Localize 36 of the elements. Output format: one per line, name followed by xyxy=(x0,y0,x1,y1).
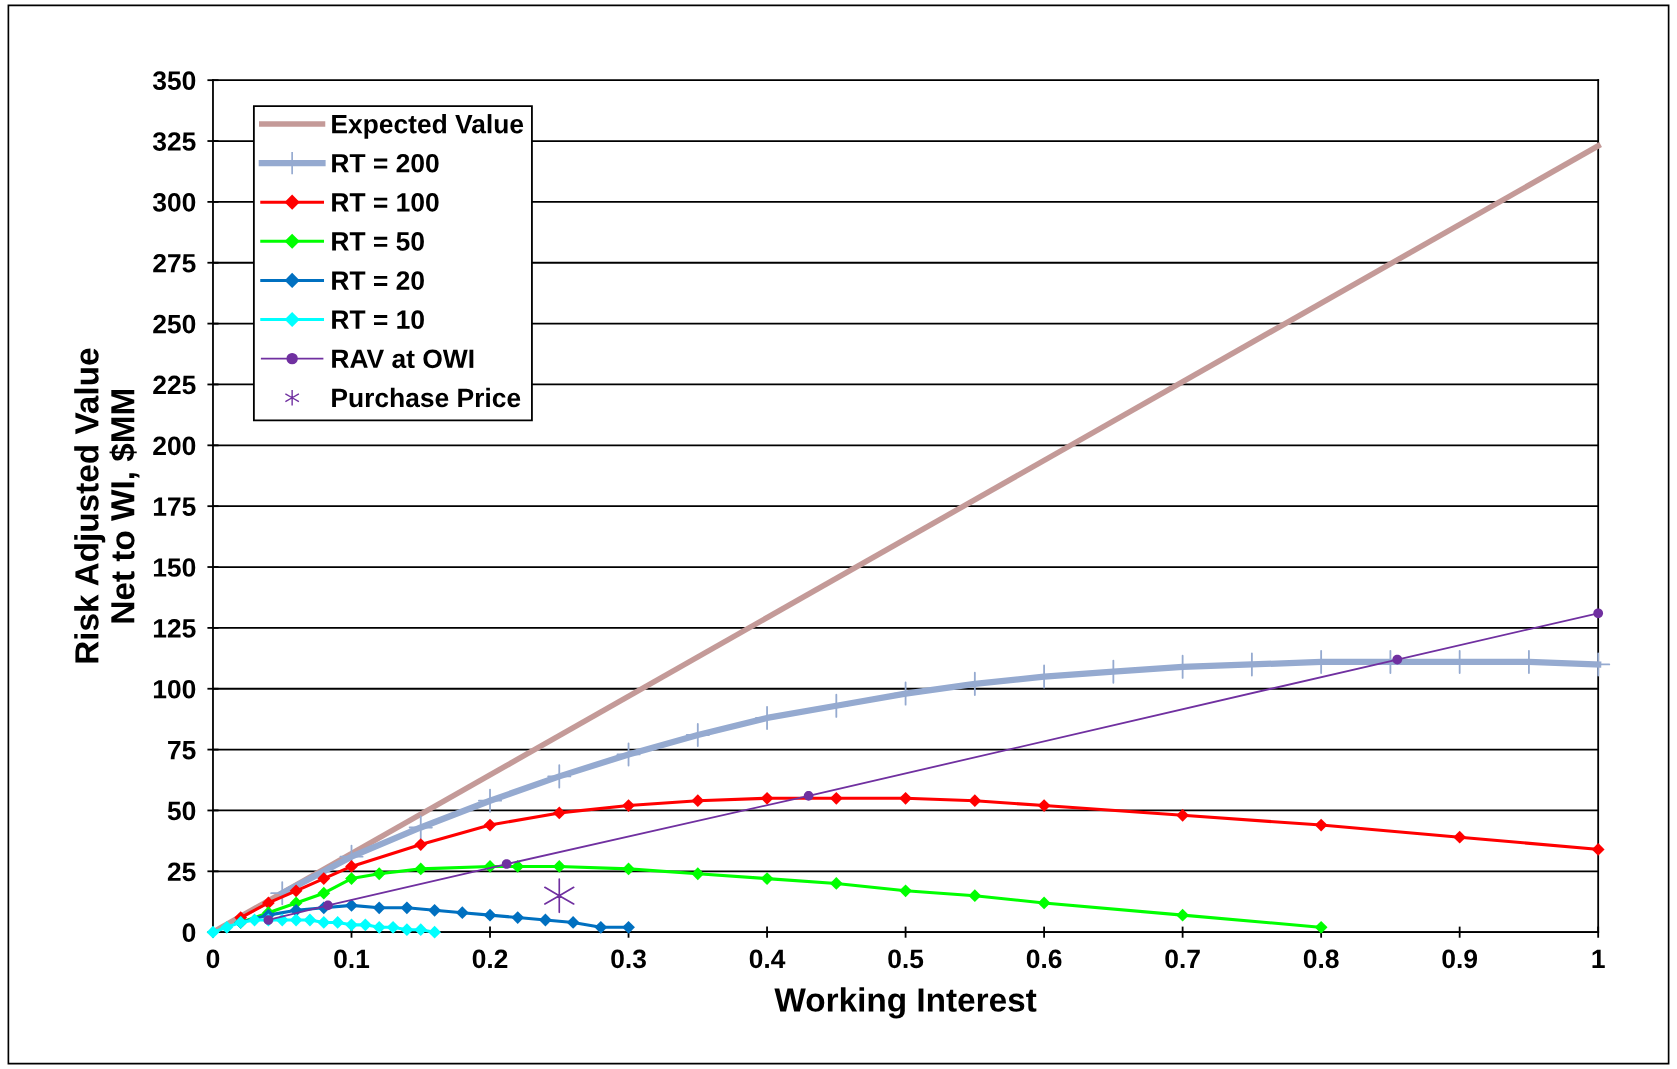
legend-label: Expected Value xyxy=(332,114,524,139)
x-tick-label: 0.3 xyxy=(611,949,646,969)
y-tick-label: 75 xyxy=(168,741,196,760)
x-tick-label: 1 xyxy=(1592,949,1605,968)
y-tick-label: 25 xyxy=(167,862,196,882)
x-axis-title: Working Interest xyxy=(774,987,1037,1019)
y-tick-label: 125 xyxy=(153,619,196,638)
y-axis-title: Risk Adjusted Value Net to WI, $MM xyxy=(74,348,140,663)
y-tick-label: 175 xyxy=(153,497,196,516)
y-tick-label: 200 xyxy=(153,436,196,456)
y-tick-label: 225 xyxy=(153,375,196,395)
legend-label: RT = 20 xyxy=(332,271,424,290)
x-tick-label: 0.5 xyxy=(888,949,924,969)
x-tick-label: 0.6 xyxy=(1026,949,1062,969)
legend-label: Purchase Price xyxy=(332,387,521,408)
legend-label: RT = 200 xyxy=(332,153,439,173)
legend-label: RAV at OWI xyxy=(332,349,474,369)
x-tick-label: 0.2 xyxy=(472,949,508,969)
x-tick-label: 0.8 xyxy=(1303,949,1339,969)
legend-label: RT = 50 xyxy=(332,232,424,251)
y-tick-label: 50 xyxy=(167,801,196,821)
x-tick-label: 0.7 xyxy=(1165,949,1200,969)
x-tick-label: 0.9 xyxy=(1442,949,1478,969)
x-tick-label: 0.4 xyxy=(749,949,786,969)
y-tick-label: 150 xyxy=(153,558,196,577)
legend-label: RT = 10 xyxy=(332,310,424,330)
y-tick-label: 0 xyxy=(182,923,196,942)
legend-label: RT = 100 xyxy=(332,192,439,212)
y-tick-label: 100 xyxy=(153,679,196,699)
y-tick-label: 350 xyxy=(152,71,196,91)
y-tick-label: 300 xyxy=(152,193,196,212)
x-tick-label: 0 xyxy=(206,949,220,969)
y-tick-label: 325 xyxy=(152,132,196,151)
x-tick-label: 0.1 xyxy=(334,949,370,969)
y-tick-label: 275 xyxy=(153,253,196,273)
y-tick-label: 250 xyxy=(153,314,196,334)
